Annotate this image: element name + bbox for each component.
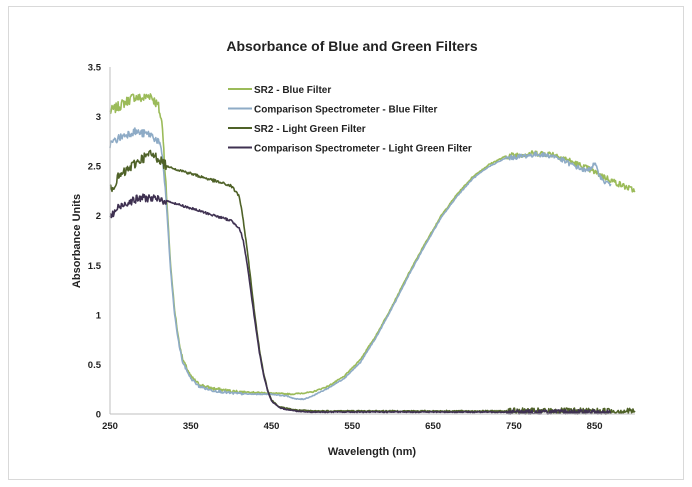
series-line-4 [109, 193, 612, 415]
y-tick-label: 3 [96, 112, 101, 123]
chart-title: Absorbance of Blue and Green Filters [226, 38, 477, 54]
y-tick-label: 3.5 [88, 63, 102, 74]
x-tick-label: 750 [506, 421, 522, 432]
y-tick-label: 0 [96, 410, 101, 421]
series-line-1 [109, 93, 636, 396]
legend-label-4: Comparison Spectrometer - Light Green Fi… [254, 144, 472, 155]
legend-label-1: SR2 - Blue Filter [254, 85, 331, 96]
x-tick-label: 850 [587, 421, 603, 432]
tick-labels: 250 350 450 550 650 750 850 0 0.5 1 1.5 2 2.5 3 3.5 [88, 63, 603, 433]
y-tick-label: 1.5 [88, 261, 102, 272]
axes [109, 67, 635, 415]
x-tick-label: 350 [183, 421, 199, 432]
y-tick-label: 1 [96, 310, 102, 321]
x-tick-label: 650 [425, 421, 441, 432]
y-tick-label: 0.5 [88, 360, 102, 371]
series-line-2 [109, 127, 612, 401]
x-axis-title: Wavelength (nm) [328, 446, 417, 458]
y-axis-title: Absorbance Units [71, 194, 83, 288]
y-tick-label: 2.5 [88, 162, 102, 173]
plot-lines [109, 93, 636, 415]
x-tick-label: 250 [102, 421, 118, 432]
legend-label-2: Comparison Spectrometer - Blue Filter [254, 105, 437, 116]
chart-frame [8, 6, 684, 480]
y-tick-label: 2 [96, 211, 101, 222]
legend: SR2 - Blue Filter Comparison Spectrometer… [228, 85, 472, 155]
legend-label-3: SR2 - Light Green Filter [254, 124, 366, 135]
x-tick-label: 450 [264, 421, 280, 432]
x-tick-label: 550 [344, 421, 360, 432]
